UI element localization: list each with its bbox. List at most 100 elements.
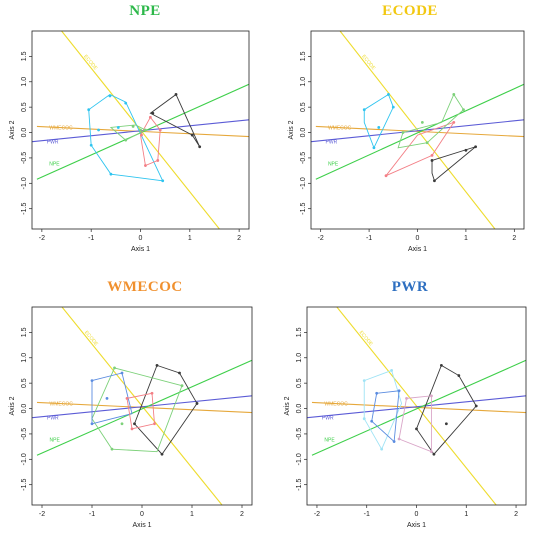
data-point <box>108 94 112 98</box>
y-tick-label: -1.0 <box>300 177 307 189</box>
data-point <box>430 153 434 157</box>
data-point <box>444 422 448 426</box>
x-tick-label: 1 <box>464 235 468 242</box>
y-tick-label: 1.0 <box>21 77 28 87</box>
x-tick-label: 0 <box>415 511 419 518</box>
x-tick-label: 2 <box>512 235 516 242</box>
vector-npe-label: NPE <box>328 162 339 168</box>
vector-pwr-label: PWR <box>47 416 59 422</box>
data-point <box>105 396 109 400</box>
panel-ecode: ECODE ECODE WMECOC PWR NPE -2 -1 0 1 2 -1.5 -1.0 -0… <box>275 0 550 277</box>
data-point <box>391 105 395 109</box>
y-tick-label: -0.5 <box>296 428 303 440</box>
npe-chart: ECODE WMECOC PWR NPE -2 -1 0 1 2 -1.5 -1.0 -0.5 0.0 0… <box>9 30 250 253</box>
data-point <box>155 363 159 367</box>
hull-1 <box>140 116 161 167</box>
y-tick-label: -0.5 <box>300 152 307 164</box>
data-point <box>370 419 374 423</box>
vector-wmecoc-label: WMECOC <box>50 401 74 407</box>
vector-npe-label: NPE <box>50 438 61 444</box>
vector-npe-label: NPE <box>324 438 335 444</box>
data-point <box>397 389 401 393</box>
vector-wmecoc-label: WMECOC <box>49 125 73 131</box>
data-point <box>148 115 152 119</box>
data-point <box>432 452 436 456</box>
x-tick-label: 0 <box>416 235 420 242</box>
data-point <box>452 120 456 124</box>
data-point <box>120 422 124 426</box>
data-point <box>87 108 91 112</box>
vector-npe-line <box>36 359 252 456</box>
y-tick-label: -1.5 <box>21 203 28 215</box>
hull-0 <box>363 93 394 149</box>
x-tick-label: -1 <box>366 235 372 242</box>
data-point <box>153 422 156 426</box>
vector-pwr-label: PWR <box>326 140 338 146</box>
data-point <box>430 394 433 398</box>
vector-ecode-label: ECODE <box>358 330 374 348</box>
data-point <box>439 363 443 367</box>
data-point <box>110 447 114 451</box>
y-tick-label: 1.5 <box>21 327 28 337</box>
data-point <box>384 174 388 178</box>
ecode-chart: ECODE WMECOC PWR NPE -2 -1 0 1 2 -1.5 -1.0 -0.5 0.0 0… <box>288 30 525 253</box>
data-point <box>457 374 461 377</box>
x-tick-label: -2 <box>318 235 324 242</box>
data-point <box>387 93 390 96</box>
y-tick-label: 0.0 <box>296 404 303 414</box>
data-point <box>392 440 396 443</box>
data-point <box>160 452 164 456</box>
x-tick-label: -1 <box>88 235 94 242</box>
vector-ecode-line <box>336 307 497 505</box>
data-point <box>144 164 147 167</box>
data-point <box>89 143 93 147</box>
data-point <box>109 172 113 176</box>
data-point <box>452 93 456 96</box>
data-point <box>462 108 465 112</box>
vector-pwr-label: PWR <box>322 416 334 422</box>
y-axis-label: Axis 2 <box>9 120 16 139</box>
data-point <box>90 422 94 426</box>
x-tick-label: -1 <box>89 511 95 518</box>
data-point <box>372 146 376 150</box>
vector-ecode-label: ECODE <box>83 330 99 348</box>
hull-1 <box>363 369 403 451</box>
y-tick-label: -1.0 <box>296 453 303 465</box>
data-point <box>113 366 116 370</box>
data-point <box>150 391 154 395</box>
y-tick-label: 0.0 <box>21 128 28 138</box>
data-point <box>158 128 162 132</box>
hull-0 <box>133 364 198 455</box>
vector-npe-line <box>311 359 526 456</box>
data-point <box>97 128 100 132</box>
y-tick-label: 0.5 <box>296 378 303 388</box>
data-point <box>474 404 478 408</box>
data-point <box>131 125 135 128</box>
y-tick-label: -0.5 <box>21 152 28 164</box>
data-point <box>425 141 429 145</box>
vector-pwr-line <box>307 395 526 419</box>
data-point <box>380 447 384 451</box>
data-point <box>390 369 394 372</box>
x-tick-label: -2 <box>314 511 320 518</box>
y-tick-label: 1.5 <box>21 51 28 61</box>
hull-0 <box>88 93 164 182</box>
hull-2 <box>149 93 201 147</box>
x-tick-label: 0 <box>140 511 144 518</box>
y-tick-label: 0.5 <box>300 102 307 112</box>
vector-ecode-label: ECODE <box>82 54 98 72</box>
data-point <box>420 120 424 124</box>
data-point <box>415 427 418 431</box>
data-point <box>124 138 128 142</box>
y-tick-label: -1.0 <box>21 177 28 189</box>
data-point <box>151 111 155 115</box>
y-tick-label: -1.0 <box>21 453 28 465</box>
vector-pwr-line <box>311 119 524 143</box>
x-axis-label: Axis 1 <box>407 522 426 529</box>
hull-1 <box>91 367 183 453</box>
vector-wmecoc-label: WMECOC <box>324 401 348 407</box>
y-axis-label: Axis 2 <box>9 396 16 415</box>
pwr-chart: ECODE WMECOC PWR NPE -2 -1 0 1 2 -1.5 -1.0 -0.5 0.0 0… <box>284 306 527 529</box>
x-tick-label: 1 <box>190 511 194 518</box>
y-axis-label: Axis 2 <box>284 396 291 415</box>
